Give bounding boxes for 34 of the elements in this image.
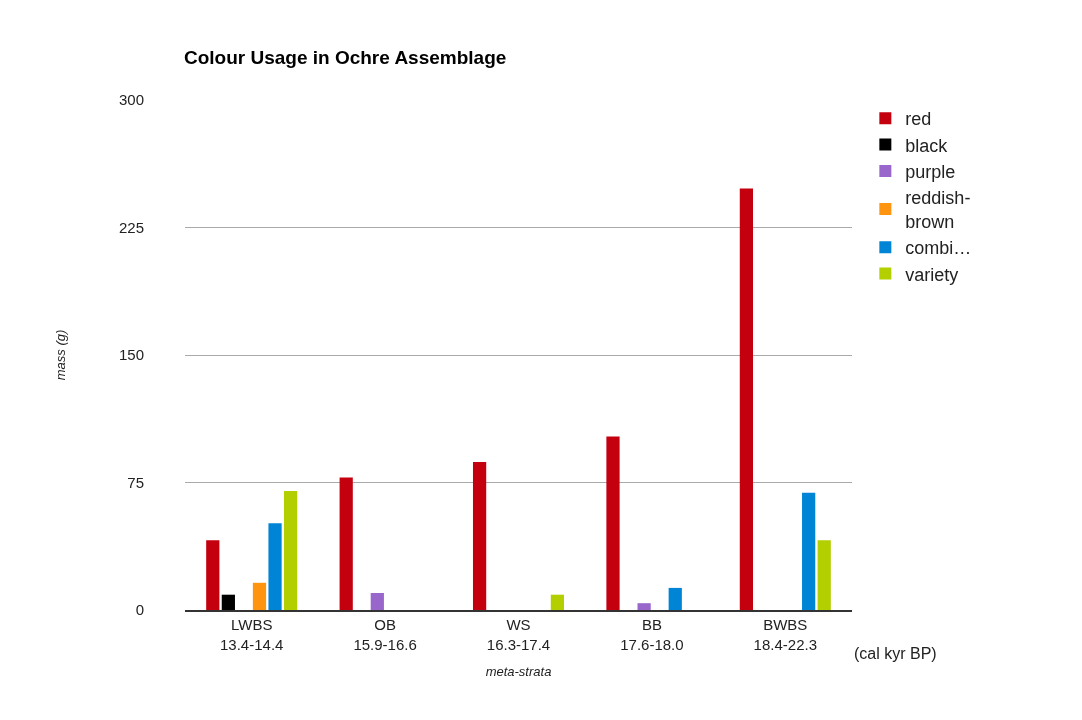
bar bbox=[472, 462, 487, 610]
legend-label: black bbox=[905, 135, 949, 156]
bar bbox=[283, 491, 298, 610]
bar bbox=[606, 436, 620, 610]
bar bbox=[221, 594, 235, 610]
legend-label: red bbox=[905, 109, 932, 130]
bar bbox=[252, 582, 267, 610]
y-tick-label: 75 bbox=[127, 473, 144, 491]
y-tick-label: 225 bbox=[118, 218, 144, 236]
text: (cal kyr BP) bbox=[854, 645, 937, 662]
bar bbox=[739, 188, 754, 610]
bar bbox=[637, 603, 651, 610]
x-tick-label: OB 15.9-16.6 bbox=[353, 616, 417, 653]
bar bbox=[817, 540, 831, 610]
bar bbox=[370, 593, 384, 610]
legend-label: purple bbox=[905, 162, 956, 183]
bar bbox=[339, 477, 353, 610]
y-tick-label: 150 bbox=[118, 346, 144, 364]
x-tick-label: BWBS 18.4-22.3 bbox=[753, 616, 817, 653]
bar bbox=[268, 523, 282, 610]
x-tick-label: LWBS 13.4-14.4 bbox=[220, 616, 284, 653]
bar bbox=[206, 540, 220, 610]
y-tick-label: 0 bbox=[135, 601, 144, 619]
x-axis-title: meta-strata bbox=[485, 663, 552, 679]
bar bbox=[550, 594, 565, 610]
x-tick-label: BB 17.6-18.0 bbox=[620, 616, 684, 653]
legend-label: variety bbox=[905, 264, 959, 285]
legend-label: combi… bbox=[905, 238, 972, 259]
y-axis-title: mass (g) bbox=[52, 329, 68, 381]
y-tick-label: 300 bbox=[118, 91, 144, 109]
chart-title: Colour Usage in Ochre Assemblage bbox=[183, 46, 507, 68]
bar bbox=[802, 492, 816, 610]
x-tick-label: WS 16.3-17.4 bbox=[486, 616, 551, 653]
bar bbox=[668, 587, 682, 610]
